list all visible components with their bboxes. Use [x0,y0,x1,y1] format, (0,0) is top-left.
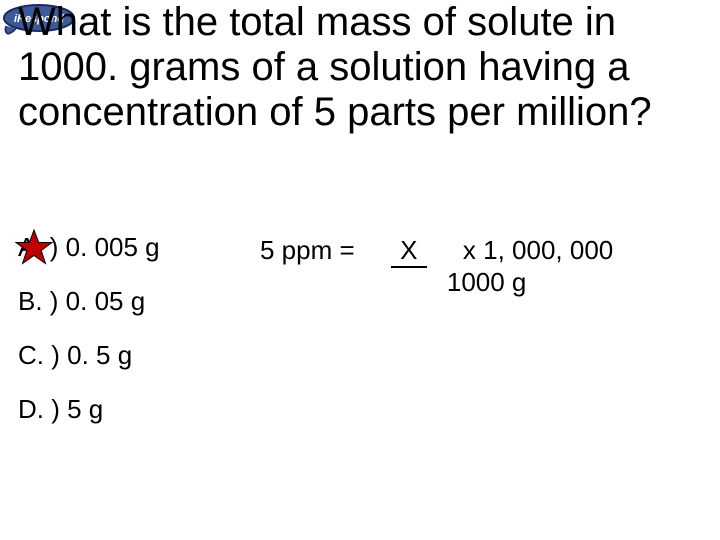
question-text: What is the total mass of solute in 1000… [18,0,708,134]
option-b[interactable]: B. ) 0. 05 g [18,288,160,314]
worked-equation: 5 ppm = X x 1, 000, 000 1000 g [260,236,613,298]
star-icon [14,228,54,268]
option-b-label: B. ) 0. 05 g [18,288,145,314]
option-c-label: C. ) 0. 5 g [18,342,132,368]
slide: iRespond What is the total mass of solut… [0,0,720,540]
equation-denominator: 1000 g [360,268,613,298]
equation-line1: 5 ppm = X x 1, 000, 000 [260,236,613,268]
option-d[interactable]: D. ) 5 g [18,396,160,422]
option-d-label: D. ) 5 g [18,396,103,422]
options-list: A. ) 0. 005 g B. ) 0. 05 g C. ) 0. 5 g D… [18,234,160,450]
equation-lhs: 5 ppm = [260,235,355,265]
option-a[interactable]: A. ) 0. 005 g [18,234,160,260]
option-c[interactable]: C. ) 0. 5 g [18,342,160,368]
equation-numerator: X [391,236,427,268]
equation-rhs: x 1, 000, 000 [463,235,613,265]
